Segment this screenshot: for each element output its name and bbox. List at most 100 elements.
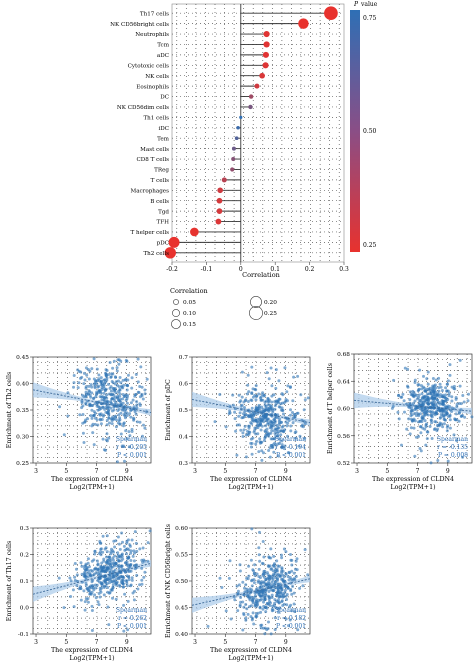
scatter-point (272, 563, 276, 567)
scatter-point (246, 373, 250, 377)
scatter-point (429, 419, 433, 422)
scatter-point (92, 443, 96, 447)
scatter-point (403, 366, 407, 370)
category-label: Neutrophils (135, 32, 169, 38)
scatter-point (290, 558, 294, 562)
scatter-point (135, 400, 139, 404)
y-tick-label: 0.3 (179, 461, 189, 467)
scatter-point (140, 385, 144, 389)
scatter-point (103, 547, 107, 551)
lollipop-point (263, 41, 270, 48)
scatter-point (76, 386, 80, 390)
scatter-point (245, 587, 249, 591)
scatter-point (438, 421, 442, 425)
scatter-point (299, 393, 303, 397)
lollipop-point (263, 30, 270, 38)
scatter-point (247, 424, 251, 428)
scatter-point (130, 386, 134, 390)
scatter-point (275, 423, 279, 427)
scatter-point (124, 429, 128, 433)
scatter-point (125, 437, 129, 441)
scatter-point (102, 413, 106, 417)
scatter-point (268, 600, 271, 604)
scatter-point (75, 573, 79, 577)
scatter-point (146, 541, 150, 545)
scatter-point (122, 395, 126, 398)
scatter-point (426, 370, 430, 374)
scatter-point (262, 569, 266, 573)
scatter-point (270, 426, 274, 430)
scatter-point (287, 578, 291, 582)
scatter-point (249, 604, 253, 608)
size-legend-label: 0.25 (264, 311, 277, 317)
scatter-point (270, 593, 274, 597)
spearman-stat-label: Spearman (275, 436, 306, 443)
scatter-x-axis-label: The expression of CLDN4 (51, 647, 133, 654)
scatter-point (280, 439, 284, 443)
scatter-point (254, 615, 258, 619)
scatter-point (126, 569, 130, 573)
category-label: Tgd (158, 209, 169, 215)
y-tick-label: 0.45 (175, 606, 188, 612)
scatter-point (105, 406, 109, 410)
scatter-point (306, 396, 310, 400)
scatter-point (101, 566, 105, 570)
scatter-point (264, 610, 268, 614)
scatter-point (293, 610, 297, 614)
scatter-point (256, 408, 260, 412)
scatter-point (125, 539, 129, 543)
scatter-point (277, 405, 281, 409)
scatter-point (291, 411, 294, 414)
scatter-point (448, 373, 452, 377)
scatter-point (292, 577, 296, 581)
scatter-point (105, 432, 109, 436)
scatter-point (446, 459, 450, 463)
scatter-point (111, 558, 115, 562)
scatter-point (120, 444, 124, 448)
scatter-point (83, 420, 87, 424)
scatter-point (57, 576, 61, 580)
scatter-point (264, 424, 268, 428)
scatter-point (98, 406, 102, 409)
scatter-point (102, 593, 106, 597)
scatter-point (73, 562, 77, 565)
scatter-point (130, 538, 134, 542)
scatter-point (228, 409, 232, 413)
scatter-point (461, 455, 465, 459)
scatter-point (244, 583, 248, 587)
scatter-point (455, 439, 459, 443)
scatter-point (267, 377, 271, 381)
scatter-point (129, 584, 133, 588)
scatter-point (140, 566, 144, 570)
scatter-point (410, 408, 414, 412)
scatter-point (104, 566, 108, 570)
scatter-point (118, 376, 122, 379)
scatter-point (237, 414, 241, 418)
x-tick-label: 3 (193, 468, 197, 475)
scatter-point (87, 569, 91, 573)
scatter-point (92, 396, 96, 400)
scatter-point (90, 629, 94, 632)
scatter-point (421, 404, 424, 408)
scatter-point (268, 406, 271, 410)
x-tick-label: 9 (446, 468, 450, 475)
scatter-point (289, 408, 292, 412)
scatter-point (236, 609, 240, 613)
scatter-point (282, 430, 285, 434)
scatter-point (240, 395, 244, 399)
scatter-point (269, 366, 273, 370)
scatter-point (123, 378, 127, 382)
scatter-point (109, 389, 113, 393)
scatter-point (123, 592, 127, 596)
scatter-point (276, 399, 279, 403)
scatter-point (113, 564, 117, 568)
scatter-point (262, 555, 266, 559)
scatter-point (83, 600, 87, 604)
scatter-point (290, 563, 294, 567)
size-legend-circle (249, 306, 263, 320)
x-tick-label: 7 (95, 639, 99, 646)
scatter-point (458, 358, 462, 362)
spearman-stat-label: Spearman (275, 607, 306, 614)
scatter-point (122, 413, 126, 417)
colorbar-title-italic: P (353, 1, 359, 8)
